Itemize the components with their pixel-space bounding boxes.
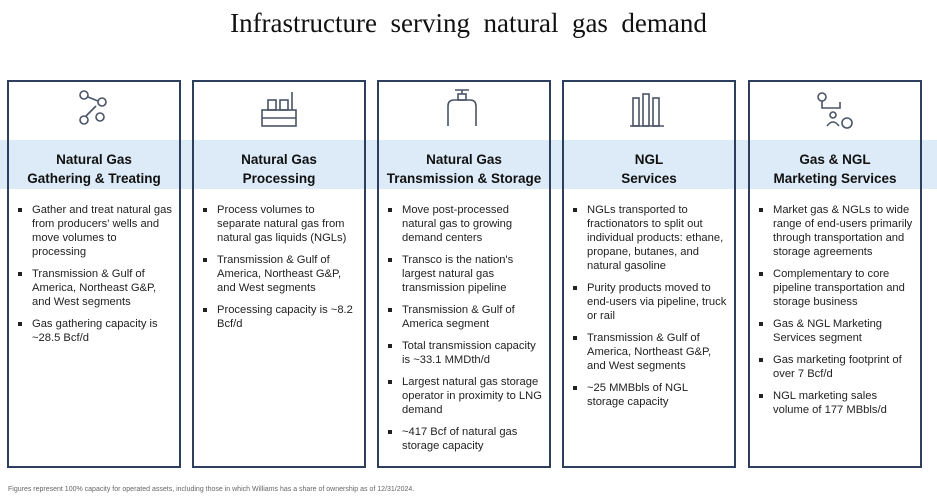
column-title: Natural Gas Gathering & Treating: [9, 150, 179, 188]
gathering-icon: [79, 90, 107, 125]
bullet: Transmission & Gulf of America, Northeas…: [200, 253, 358, 295]
bullet: Transmission & Gulf of America, Northeas…: [15, 267, 173, 309]
bullet-list: Process volumes to separate natural gas …: [200, 203, 358, 339]
column-title: Natural Gas Transmission & Storage: [379, 150, 549, 188]
bullet-list: Move post-processed natural gas to growi…: [385, 203, 543, 461]
bullet: Complementary to core pipeline transport…: [756, 267, 914, 309]
column-title-line: Gas & NGL: [799, 152, 871, 167]
bullet: Processing capacity is ~8.2 Bcf/d: [200, 303, 358, 331]
bullet: Gas gathering capacity is ~28.5 Bcf/d: [15, 317, 173, 345]
bullet-list: Gather and treat natural gas from produc…: [15, 203, 173, 353]
ngl-icon: [630, 93, 664, 127]
pipeline-icon: [447, 89, 477, 126]
bullet: Gas marketing footprint of over 7 Bcf/d: [756, 353, 914, 381]
bullet: Gather and treat natural gas from produc…: [15, 203, 173, 259]
column: Gas & NGL Marketing Services Market gas & …: [748, 80, 922, 468]
bullet: Transmission & Gulf of America, Northeas…: [570, 331, 728, 373]
column-title-line: Services: [621, 171, 677, 186]
header-band: [0, 140, 937, 189]
bullet: ~25 MMBbls of NGL storage capacity: [570, 381, 728, 409]
column-title-line: Transmission & Storage: [386, 171, 542, 186]
bullet-list: Market gas & NGLs to wide range of end-u…: [756, 203, 914, 425]
bullet: ~417 Bcf of natural gas storage capacity: [385, 425, 543, 453]
bullet: Gas & NGL Marketing Services segment: [756, 317, 914, 345]
marketing-icon: [817, 92, 853, 129]
bullet: Transco is the nation's largest natural …: [385, 253, 543, 295]
column: Natural Gas Gathering & Treating Gather an…: [7, 80, 181, 468]
column-title: Natural Gas Processing: [194, 150, 364, 188]
bullet: Market gas & NGLs to wide range of end-u…: [756, 203, 914, 259]
column-title-line: Natural Gas: [241, 152, 317, 167]
column-title: Gas & NGL Marketing Services: [750, 150, 920, 188]
bullet: NGLs transported to fractionators to spl…: [570, 203, 728, 273]
column-title-line: Processing: [242, 171, 316, 186]
column: Natural Gas Processing Process volumes to …: [192, 80, 366, 468]
column-title: NGL Services: [564, 150, 734, 188]
column-title-line: Natural Gas: [56, 152, 132, 167]
processing-icon: [261, 92, 297, 127]
bullet: Transmission & Gulf of America segment: [385, 303, 543, 331]
column: Natural Gas Transmission & Storage Move po…: [377, 80, 551, 468]
column-title-line: Gathering & Treating: [27, 171, 161, 186]
bullet: Purity products moved to end-users via p…: [570, 281, 728, 323]
column-title-line: Marketing Services: [773, 171, 897, 186]
bullet: Largest natural gas storage operator in …: [385, 375, 543, 417]
bullet: Total transmission capacity is ~33.1 MMD…: [385, 339, 543, 367]
column-title-line: Natural Gas: [426, 152, 502, 167]
bullet: Move post-processed natural gas to growi…: [385, 203, 543, 245]
icons: [79, 89, 853, 129]
page-title: Infrastructure serving natural gas deman…: [230, 8, 707, 38]
bullet-list: NGLs transported to fractionators to spl…: [570, 203, 728, 417]
bullet: Process volumes to separate natural gas …: [200, 203, 358, 245]
column: NGL Services NGLs transported to fractiona…: [562, 80, 736, 468]
bullet: NGL marketing sales volume of 177 MBbls/…: [756, 389, 914, 417]
footnote: Figures represent 100% capacity for oper…: [8, 486, 415, 493]
column-title-line: NGL: [634, 152, 664, 167]
